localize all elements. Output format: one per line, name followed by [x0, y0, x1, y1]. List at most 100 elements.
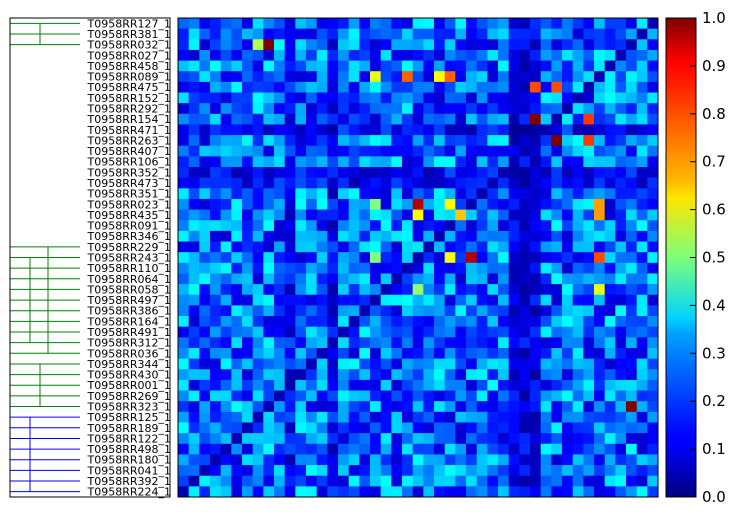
heatmap-cell — [647, 49, 659, 61]
heatmap-cell — [338, 347, 350, 360]
heatmap-cell — [444, 316, 456, 328]
heatmap-cell — [359, 198, 371, 210]
heatmap-cell — [188, 124, 200, 136]
heatmap-cell — [540, 379, 552, 391]
heatmap-cell — [231, 465, 243, 477]
heatmap-cell — [188, 220, 200, 232]
heatmap-cell — [306, 230, 318, 242]
heatmap-cell — [519, 454, 531, 466]
heatmap-cell — [242, 443, 254, 455]
heatmap-cell — [583, 28, 595, 40]
heatmap-cell — [316, 284, 328, 296]
heatmap-cell — [476, 177, 488, 189]
heatmap-cell — [359, 465, 371, 477]
heatmap-cell — [540, 486, 552, 498]
heatmap-cell — [519, 390, 531, 402]
heatmap-cell — [594, 401, 606, 413]
heatmap-cell — [583, 241, 595, 253]
heatmap-cell — [604, 113, 616, 125]
heatmap-cells — [178, 18, 659, 498]
heatmap-cell — [412, 316, 424, 328]
heatmap-cell — [391, 49, 403, 61]
heatmap-cell — [231, 81, 243, 93]
heatmap-cell — [348, 167, 360, 179]
row-label: T0958RR407_1 — [87, 145, 172, 158]
heatmap-cell — [316, 379, 328, 391]
heatmap-cell — [487, 198, 499, 210]
heatmap-cell — [263, 198, 275, 210]
heatmap-cell — [551, 135, 563, 147]
heatmap-cell — [284, 433, 296, 445]
heatmap-cell — [466, 28, 478, 40]
heatmap-cell — [220, 113, 232, 125]
heatmap-cell — [412, 401, 424, 413]
heatmap-cell — [434, 18, 446, 30]
heatmap-cell — [231, 28, 243, 40]
heatmap-cell — [220, 220, 232, 232]
heatmap-cell — [178, 71, 190, 83]
heatmap-cell — [391, 156, 403, 168]
heatmap-cell — [572, 71, 584, 83]
heatmap-cell — [178, 230, 190, 242]
heatmap-cell — [583, 60, 595, 72]
heatmap-cell — [242, 188, 254, 200]
heatmap-cell — [466, 241, 478, 253]
heatmap-cell — [487, 347, 499, 360]
heatmap-cell — [380, 39, 392, 51]
heatmap-cell — [402, 28, 414, 40]
heatmap-cell — [348, 486, 360, 498]
colorbar-tick-label: 0.3 — [702, 344, 726, 362]
heatmap-cell — [210, 167, 222, 179]
heatmap-cell — [572, 326, 584, 338]
heatmap-cell — [636, 262, 648, 274]
heatmap-cell — [295, 18, 307, 30]
heatmap-cell — [647, 422, 659, 434]
heatmap-cell — [412, 188, 424, 200]
heatmap-cell — [220, 262, 232, 274]
heatmap-cell — [242, 262, 254, 274]
heatmap-cell — [434, 401, 446, 413]
heatmap-cell — [327, 209, 339, 221]
heatmap-cell — [647, 39, 659, 51]
heatmap-cell — [498, 433, 510, 445]
heatmap-cell — [647, 454, 659, 466]
heatmap-cell — [359, 188, 371, 200]
heatmap-cell — [455, 305, 467, 317]
heatmap-cell — [604, 135, 616, 147]
heatmap-cell — [551, 358, 563, 370]
heatmap-cell — [380, 305, 392, 317]
heatmap-cell — [476, 475, 488, 487]
heatmap-cell — [242, 39, 254, 51]
heatmap-cell — [338, 369, 350, 381]
heatmap-cell — [210, 220, 222, 232]
heatmap-cell — [498, 230, 510, 242]
heatmap-cell — [220, 379, 232, 391]
heatmap-cell — [615, 390, 627, 402]
heatmap-cell — [636, 252, 648, 264]
heatmap-cell — [423, 369, 435, 381]
heatmap-cell — [498, 401, 510, 413]
heatmap-cell — [391, 284, 403, 296]
heatmap-cell — [615, 124, 627, 136]
heatmap-cell — [210, 92, 222, 104]
heatmap-cell — [626, 316, 638, 328]
heatmap-cell — [647, 347, 659, 360]
heatmap-cell — [295, 124, 307, 136]
heatmap-cell — [519, 113, 531, 125]
heatmap-cell — [274, 379, 286, 391]
heatmap-cell — [487, 209, 499, 221]
heatmap-cell — [519, 337, 531, 349]
heatmap-cell — [295, 454, 307, 466]
heatmap-cell — [402, 465, 414, 477]
heatmap-cell — [594, 252, 606, 264]
heatmap-cell — [338, 443, 350, 455]
heatmap-cell — [370, 39, 382, 51]
heatmap-cell — [316, 326, 328, 338]
heatmap-cell — [338, 177, 350, 189]
heatmap-cell — [540, 39, 552, 51]
heatmap-cell — [594, 347, 606, 360]
heatmap-cell — [444, 337, 456, 349]
heatmap-cell — [572, 465, 584, 477]
heatmap-cell — [423, 379, 435, 391]
heatmap-cell — [402, 411, 414, 423]
